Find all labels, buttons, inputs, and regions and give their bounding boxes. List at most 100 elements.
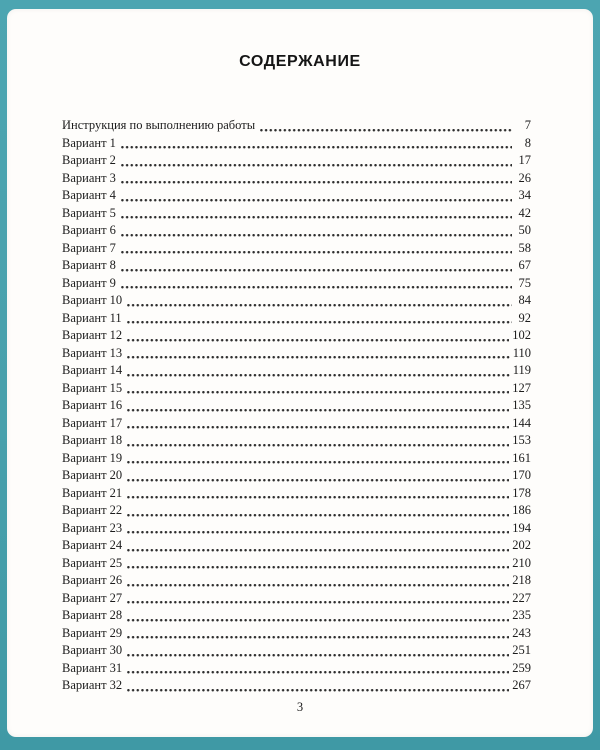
dot-leader (120, 250, 512, 254)
toc-entry-page: 153 (512, 433, 531, 447)
toc-entry: Вариант 9 75 (62, 275, 531, 293)
toc-entry-label: Вариант 13 (62, 345, 123, 360)
dot-leader (127, 582, 510, 587)
toc-entry: Вариант 29 243 (62, 625, 531, 643)
dot-leader (127, 670, 510, 674)
table-of-contents: Инструкция по выполнению работы 7 Вариан… (62, 117, 531, 695)
dot-leader (120, 267, 512, 272)
toc-entry: Вариант 5 42 (62, 205, 531, 223)
toc-entry-label: Вариант 24 (62, 538, 123, 552)
dot-leader (127, 442, 510, 447)
toc-entry: Вариант 13 110 (62, 345, 531, 363)
toc-entry-page: 7 (524, 118, 531, 132)
toc-entry-label: Вариант 5 (62, 205, 116, 220)
dot-leader (120, 162, 512, 167)
dot-leader (127, 512, 510, 517)
toc-entry-page: 135 (512, 398, 531, 412)
toc-entry-page: 102 (512, 328, 531, 342)
toc-entry-page: 84 (518, 293, 532, 307)
toc-entry-page: 26 (518, 170, 532, 185)
dot-leader (120, 285, 512, 289)
toc-entry-label: Вариант 7 (62, 240, 116, 255)
toc-entry: Вариант 21 178 (62, 485, 531, 503)
book-page: СОДЕРЖАНИЕ Инструкция по выполнению рабо… (7, 9, 593, 737)
dot-leader (127, 477, 510, 482)
toc-entry: Вариант 18 153 (62, 432, 531, 450)
dot-leader (127, 565, 510, 569)
toc-entry-label: Вариант 32 (62, 678, 123, 692)
toc-entry-label: Вариант 9 (62, 275, 116, 290)
toc-entry: Вариант 28 235 (62, 607, 531, 625)
dot-leader (127, 495, 510, 499)
toc-entry: Вариант 1 8 (62, 135, 531, 153)
dot-leader (127, 302, 512, 307)
toc-entry: Вариант 10 84 (62, 292, 531, 310)
toc-entry-page: 267 (512, 678, 531, 692)
dot-leader (120, 145, 512, 149)
toc-entry-label: Вариант 23 (62, 520, 123, 535)
dot-leader (120, 180, 512, 184)
toc-entry: Вариант 30 251 (62, 642, 531, 660)
page-title: СОДЕРЖАНИЕ (239, 53, 361, 70)
toc-entry-page: 227 (512, 590, 531, 605)
toc-entry-label: Вариант 16 (62, 398, 123, 412)
toc-entry-page: 119 (512, 363, 531, 377)
toc-entry: Вариант 25 210 (62, 555, 531, 573)
toc-entry: Вариант 23 194 (62, 520, 531, 538)
toc-entry-page: 186 (512, 503, 531, 517)
dot-leader (120, 232, 512, 237)
toc-entry-label: Вариант 3 (62, 170, 116, 185)
toc-entry-page: 67 (518, 258, 532, 272)
toc-entry-page: 58 (518, 240, 532, 255)
toc-entry-page: 50 (518, 223, 532, 237)
toc-entry: Вариант 8 67 (62, 257, 531, 275)
dot-leader (127, 372, 510, 377)
toc-entry-label: Вариант 18 (62, 433, 123, 447)
toc-entry-page: 34 (518, 188, 532, 202)
toc-entry: Вариант 4 34 (62, 187, 531, 205)
toc-entry: Вариант 16 135 (62, 397, 531, 415)
toc-entry: Вариант 24 202 (62, 537, 531, 555)
toc-entry: Вариант 12 102 (62, 327, 531, 345)
dot-leader (127, 460, 510, 464)
toc-entry: Вариант 27 227 (62, 590, 531, 608)
toc-entry-label: Вариант 31 (62, 660, 123, 675)
toc-entry: Инструкция по выполнению работы 7 (62, 117, 531, 135)
dot-leader (127, 425, 510, 429)
toc-entry: Вариант 19 161 (62, 450, 531, 468)
toc-entry-label: Вариант 12 (62, 328, 123, 342)
dot-leader (260, 127, 512, 132)
toc-entry-label: Вариант 2 (62, 153, 116, 167)
toc-entry-page: 75 (518, 275, 532, 290)
toc-entry-label: Вариант 27 (62, 590, 123, 605)
toc-entry: Вариант 17 144 (62, 415, 531, 433)
toc-entry: Вариант 22 186 (62, 502, 531, 520)
toc-entry: Вариант 6 50 (62, 222, 531, 240)
toc-entry-page: 251 (512, 643, 531, 657)
toc-entry-label: Вариант 21 (62, 485, 123, 500)
dot-leader (127, 652, 510, 657)
page-number: 3 (296, 700, 304, 714)
toc-entry-label: Вариант 8 (62, 258, 116, 272)
toc-entry-label: Вариант 11 (62, 310, 122, 325)
toc-entry-page: 235 (512, 608, 531, 622)
toc-entry-label: Вариант 22 (62, 503, 123, 517)
dot-leader (127, 355, 510, 359)
toc-entry-label: Инструкция по выполнению работы (62, 118, 256, 132)
toc-entry-page: 110 (512, 345, 531, 360)
toc-entry-label: Вариант 20 (62, 468, 123, 482)
dot-leader (127, 407, 510, 412)
toc-entry-page: 259 (512, 660, 531, 675)
dot-leader (127, 617, 510, 622)
toc-entry-label: Вариант 30 (62, 643, 123, 657)
toc-entry-label: Вариант 29 (62, 625, 123, 640)
toc-entry: Вариант 15 127 (62, 380, 531, 398)
toc-entry-page: 161 (512, 450, 531, 465)
toc-entry-page: 127 (512, 380, 531, 395)
toc-entry-label: Вариант 4 (62, 188, 116, 202)
toc-entry-label: Вариант 6 (62, 223, 116, 237)
toc-entry: Вариант 31 259 (62, 660, 531, 678)
toc-entry-page: 170 (512, 468, 531, 482)
toc-entry: Вариант 26 218 (62, 572, 531, 590)
toc-entry-page: 218 (512, 573, 531, 587)
